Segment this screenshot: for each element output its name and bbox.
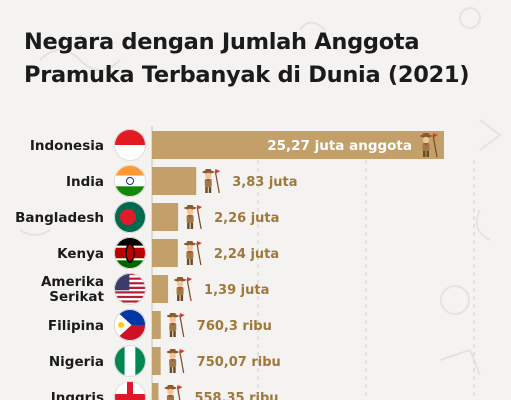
india-flag xyxy=(114,165,146,197)
bar-row: Filipina 760,3 ribu xyxy=(48,309,272,341)
scout-figure-icon xyxy=(166,313,185,338)
bar-row: Kenya 2,24 juta xyxy=(57,237,279,269)
scout-figure-icon xyxy=(184,205,203,230)
country-label: Inggris xyxy=(51,390,104,400)
bar-row: India 3,83 juta xyxy=(66,165,298,197)
value-label: 750,07 ribu xyxy=(197,355,281,370)
country-label: Bangladesh xyxy=(15,210,104,226)
chart-title: Negara dengan Jumlah Anggota Pramuka Ter… xyxy=(24,26,470,92)
bar xyxy=(152,383,159,400)
indonesia-flag xyxy=(114,129,146,161)
bar-row: Nigeria 750,07 ribu xyxy=(49,345,281,377)
scout-figure-icon xyxy=(202,169,221,194)
kenya-flag xyxy=(114,237,146,269)
bar-row: Indonesia 25,27 juta anggota xyxy=(30,129,444,161)
country-label: India xyxy=(66,174,104,190)
value-label: 558,35 ribu xyxy=(194,391,278,400)
title-line-2: Pramuka Terbanyak di Dunia (2021) xyxy=(24,62,470,88)
scout-figure-icon xyxy=(174,277,193,302)
usa-flag xyxy=(114,273,146,305)
title-line-1: Negara dengan Jumlah Anggota xyxy=(24,29,420,55)
bar-row: Bangladesh 2,26 juta xyxy=(15,201,279,233)
value-label: 1,39 juta xyxy=(204,283,269,298)
value-label: 760,3 ribu xyxy=(197,319,272,334)
scout-figure-icon xyxy=(166,349,185,374)
bar xyxy=(152,347,161,375)
scout-figure-icon xyxy=(183,241,202,266)
country-label: Nigeria xyxy=(49,354,104,370)
nigeria-flag xyxy=(114,345,146,377)
value-label: 2,26 juta xyxy=(214,211,279,226)
country-label: Filipina xyxy=(48,318,104,334)
uk-flag xyxy=(114,381,146,400)
chart-rows: Indonesia 25,27 juta anggota India 3,83 jut… xyxy=(15,129,444,400)
country-label: Amerika Serikat xyxy=(41,274,105,305)
bar xyxy=(152,203,179,231)
bar-row: Amerika Serikat 1,39 juta xyxy=(41,273,269,305)
scout-figure-icon xyxy=(164,385,183,400)
country-label: Kenya xyxy=(57,246,104,262)
country-label: Indonesia xyxy=(30,138,104,154)
bar xyxy=(152,311,161,339)
bar xyxy=(152,239,178,267)
value-label: 25,27 juta anggota xyxy=(267,138,412,154)
value-label: 3,83 juta xyxy=(232,175,297,190)
bar-row: Inggris 558,35 ribu xyxy=(51,381,279,400)
scout-figure-icon xyxy=(420,133,438,158)
bar xyxy=(152,275,169,303)
value-label: 2,24 juta xyxy=(214,247,279,262)
bar xyxy=(152,131,444,159)
philippines-flag xyxy=(114,309,146,341)
bar xyxy=(152,167,197,195)
